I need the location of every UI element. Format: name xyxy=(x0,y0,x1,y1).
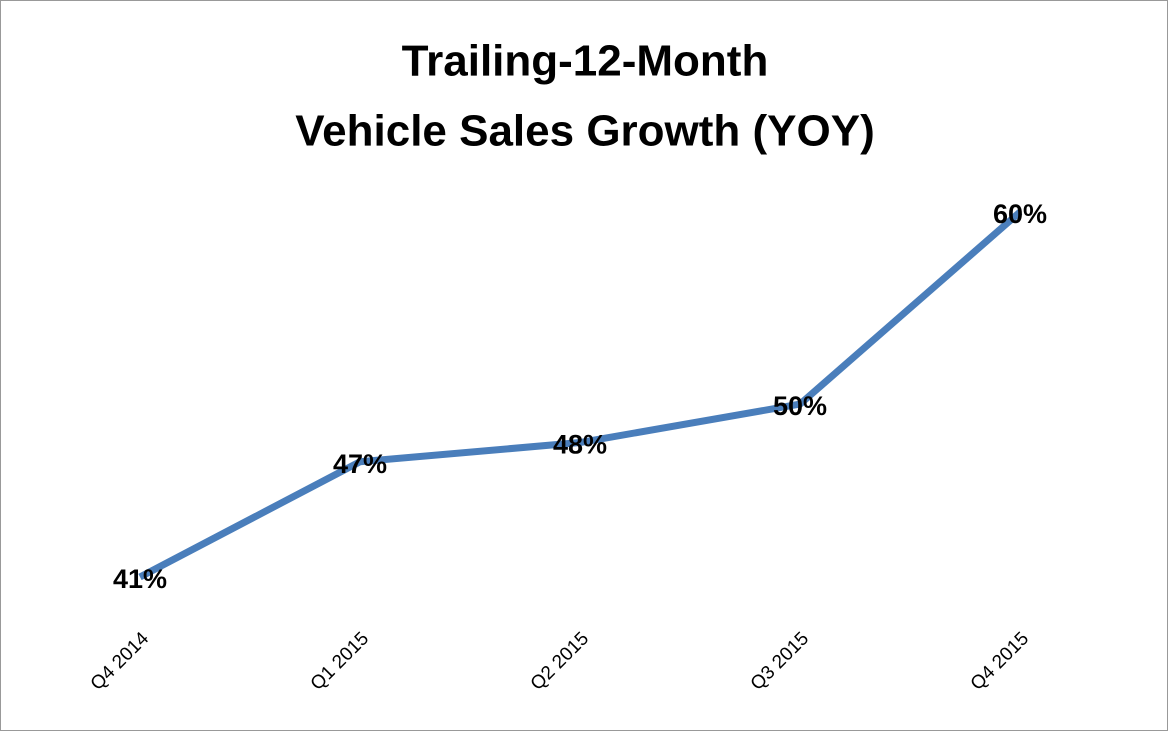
data-label: 50% xyxy=(773,391,827,421)
chart-title-line: Trailing-12-Month xyxy=(402,37,769,86)
data-label: 48% xyxy=(553,430,607,460)
data-label: 41% xyxy=(113,564,167,594)
chart-title-line: Vehicle Sales Growth (YOY) xyxy=(295,107,875,156)
data-label: 47% xyxy=(333,449,387,479)
data-label: 60% xyxy=(993,199,1047,229)
data-line xyxy=(138,209,1023,581)
